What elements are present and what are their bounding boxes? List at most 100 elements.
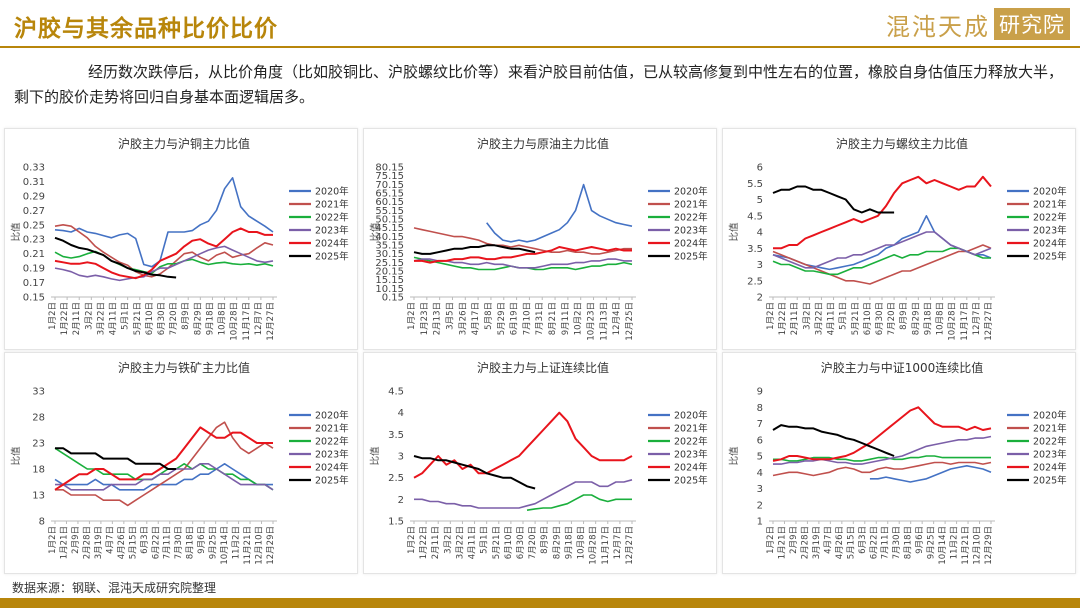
y-tick-label: 2.5 <box>388 473 404 484</box>
source-note: 数据来源：钢联、混沌天成研究院整理 <box>12 581 217 595</box>
x-tick-label: 12月29日 <box>266 526 276 565</box>
legend-label: 2021年 <box>1033 199 1067 211</box>
x-tick-label: 12月10日 <box>973 526 983 565</box>
x-tick-label: 8月9日 <box>181 302 191 330</box>
legend-label: 2020年 <box>315 186 349 198</box>
x-tick-label: 1月22日 <box>778 302 788 335</box>
chart-title: 沪胶主力与原油主力比值 <box>477 136 609 151</box>
x-tick-label: 7月11日 <box>881 526 891 559</box>
x-tick-label: 8月29日 <box>193 302 203 335</box>
x-tick-label: 7月20日 <box>169 302 179 335</box>
x-tick-label: 3月22日 <box>455 526 465 559</box>
x-tick-label: 8月21日 <box>548 302 558 335</box>
legend-label: 2020年 <box>674 186 708 198</box>
y-tick-label: 60.15 <box>375 197 404 208</box>
y-tick-label: 0.19 <box>23 264 45 275</box>
x-tick-label: 6月10日 <box>145 302 155 335</box>
y-tick-label: 4.5 <box>747 211 763 222</box>
y-tick-label: 23 <box>32 439 45 450</box>
series-line-2023- <box>772 231 992 269</box>
title-bar: 沪胶与其余品种比价比价 混沌天成 研究院 <box>0 0 1080 50</box>
x-tick-label: 3月19日 <box>94 526 104 559</box>
y-tick-label: 0.17 <box>23 278 45 289</box>
series-line-2020- <box>869 465 992 483</box>
legend-label: 2020年 <box>674 410 708 422</box>
y-tick-label: 3.5 <box>388 430 404 441</box>
x-tick-label: 9月18日 <box>205 302 215 335</box>
y-axis-label: 比值 <box>728 446 740 466</box>
y-tick-label: 3 <box>757 484 763 495</box>
y-axis-label: 比值 <box>10 446 22 466</box>
y-tick-label: 30.15 <box>375 249 404 260</box>
x-tick-label: 4月26日 <box>835 526 845 559</box>
legend-label: 2023年 <box>674 225 708 237</box>
y-tick-label: 0.25 <box>23 220 45 231</box>
y-tick-label: 5 <box>757 452 763 463</box>
legend-label: 2025年 <box>1033 251 1067 263</box>
x-tick-label: 7月20日 <box>528 526 538 559</box>
series-line-2020- <box>486 183 633 243</box>
x-tick-label: 1月2日 <box>766 302 776 330</box>
x-tick-label: 6月10日 <box>504 526 514 559</box>
x-tick-label: 7月20日 <box>887 302 897 335</box>
x-tick-label: 4月11日 <box>827 302 837 335</box>
x-tick-label: 11月21日 <box>243 526 253 565</box>
y-tick-label: 5 <box>757 195 763 206</box>
x-tick-label: 8月29日 <box>911 302 921 335</box>
x-tick-label: 5月21日 <box>133 302 143 335</box>
x-tick-label: 5月8日 <box>484 302 494 330</box>
series-line-2023- <box>414 479 633 509</box>
x-tick-label: 2月9日 <box>789 526 799 554</box>
legend-label: 2025年 <box>315 251 349 263</box>
series-line-2022- <box>54 447 274 491</box>
x-tick-label: 12月27日 <box>266 302 276 341</box>
y-tick-label: 0.27 <box>23 206 45 217</box>
x-tick-label: 11月13日 <box>599 302 609 341</box>
x-tick-label: 5月21日 <box>851 302 861 335</box>
legend-label: 2024年 <box>1033 462 1067 474</box>
x-tick-label: 10月8日 <box>218 302 228 335</box>
x-tick-label: 7月30日 <box>892 526 902 559</box>
x-tick-label: 10月14日 <box>938 526 948 565</box>
y-tick-label: 5.5 <box>747 179 763 190</box>
series-line-2022- <box>54 250 274 274</box>
y-tick-label: 35.15 <box>375 241 404 252</box>
x-tick-label: 1月2日 <box>766 526 776 554</box>
x-tick-label: 12月7日 <box>613 526 623 559</box>
series-line-2021- <box>772 461 992 477</box>
series-line-2020- <box>772 215 992 271</box>
x-tick-label: 3月2日 <box>443 526 453 554</box>
x-tick-label: 1月2日 <box>48 526 58 554</box>
x-tick-label: 9月6日 <box>915 526 925 554</box>
chart-panel-shanghai: 沪胶主力与上证连续比值 比值 1.5 2 2.5 3 3.5 4 4.5 1月2日 1月22日 2月1… <box>363 352 717 574</box>
y-tick-label: 20.15 <box>375 267 404 278</box>
legend-label: 2023年 <box>315 225 349 237</box>
x-tick-label: 10月2日 <box>574 302 584 335</box>
x-tick-label: 6月30日 <box>875 302 885 335</box>
y-tick-label: 15.15 <box>375 275 404 286</box>
x-tick-label: 4月17日 <box>471 302 481 335</box>
x-tick-label: 4月26日 <box>117 526 127 559</box>
x-tick-label: 3月22日 <box>96 302 106 335</box>
x-tick-label: 10月8日 <box>936 302 946 335</box>
x-tick-label: 1月23日 <box>420 302 430 335</box>
chart-title: 沪胶主力与沪铜主力比值 <box>118 136 250 151</box>
x-tick-label: 5月1日 <box>480 526 490 554</box>
y-tick-label: 9 <box>757 387 763 398</box>
series-line-2021- <box>772 244 992 285</box>
legend-label: 2023年 <box>315 449 349 461</box>
x-tick-label: 5月1日 <box>121 302 131 330</box>
x-tick-label: 3月5日 <box>445 302 455 330</box>
x-tick-label: 6月3日 <box>140 526 150 554</box>
x-tick-label: 7月10日 <box>522 302 532 335</box>
x-tick-label: 12月27日 <box>625 526 635 565</box>
legend-label: 2021年 <box>315 423 349 435</box>
y-tick-label: 40.15 <box>375 232 404 243</box>
x-tick-label: 12月4日 <box>612 302 622 335</box>
x-tick-label: 12月29日 <box>984 526 994 565</box>
